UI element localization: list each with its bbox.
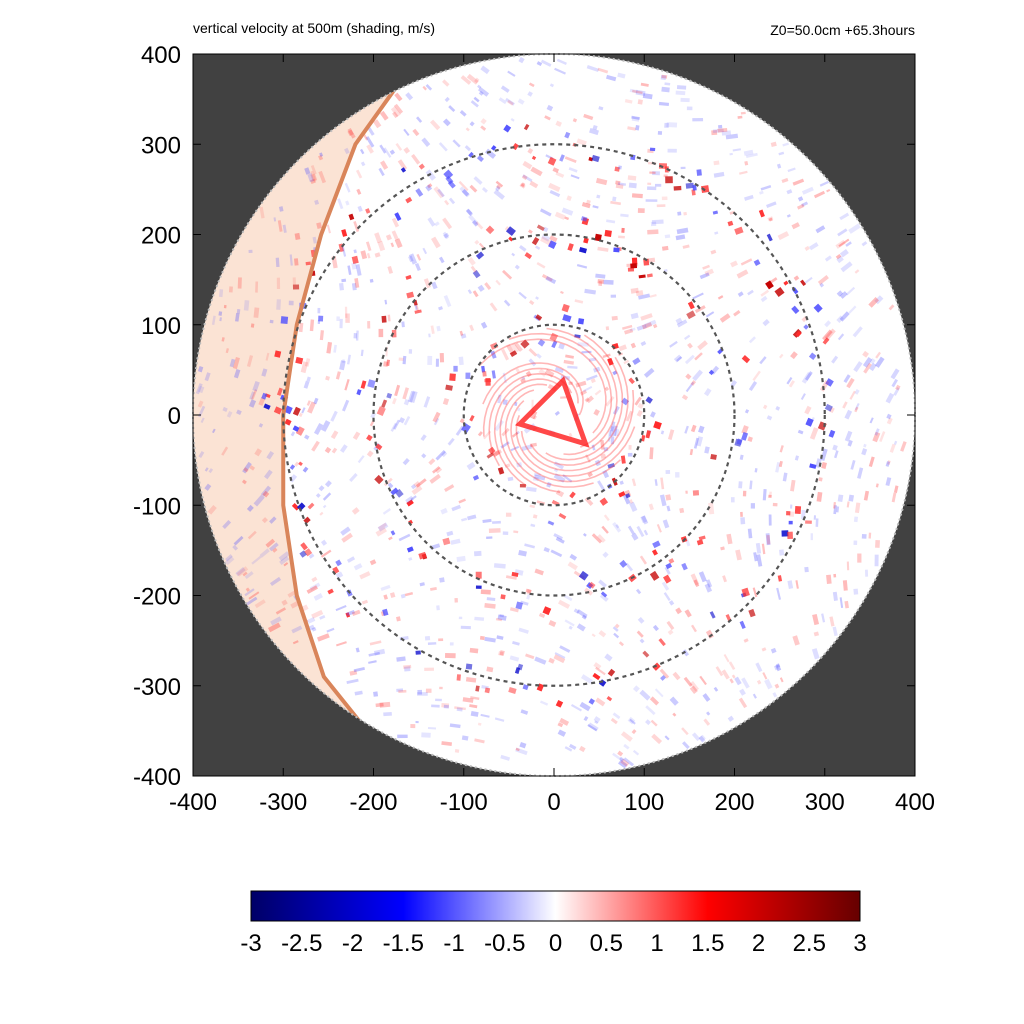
colorbar-tick-label: 1.5: [691, 930, 724, 957]
colorbar-tick-label: 1: [650, 930, 663, 957]
x-tick-label: 100: [624, 789, 664, 816]
colorbar-tick-label: 0.5: [590, 930, 623, 957]
y-tick-label: -300: [133, 674, 181, 701]
colorbar-tick-label: -3: [240, 930, 261, 957]
ring-200: [372, 233, 736, 597]
colorbar-tick-label: 0: [549, 930, 562, 957]
y-tick-label: 200: [141, 223, 181, 250]
colorbar-tick-label: 2: [752, 930, 765, 957]
ring-100: [462, 323, 646, 507]
y-tick-label: -400: [133, 764, 181, 791]
colorbar-tick-label: -0.5: [484, 930, 525, 957]
colorbar-tick-label: -2: [342, 930, 363, 957]
colorbar: -3 -2.5 -2 -1.5 -1 -0.5 0 0.5 1 1.5 2 2.5 3: [240, 890, 867, 957]
y-axis: -400 -300 -200 -100 0 100 200 300 400: [133, 42, 915, 791]
eyewall: [478, 327, 636, 493]
reference-circles: [282, 143, 826, 687]
colorbar-bar: [250, 890, 861, 922]
velocity-texture: [195, 56, 907, 769]
x-tick-label: 200: [714, 789, 754, 816]
x-axis: -400 -300 -200 -100 0 100 200 300 400: [169, 54, 935, 816]
x-tick-label: 400: [895, 789, 935, 816]
colorbar-tick-label: 3: [853, 930, 866, 957]
x-tick-label: 0: [547, 789, 560, 816]
colorbar-tick-label: 2.5: [793, 930, 826, 957]
x-tick-label: -400: [169, 789, 217, 816]
x-tick-label: 300: [805, 789, 845, 816]
colorbar-tick-label: -2.5: [281, 930, 322, 957]
x-tick-label: -300: [259, 789, 307, 816]
chart-title: vertical velocity at 500m (shading, m/s): [193, 20, 435, 36]
y-tick-label: 400: [141, 42, 181, 69]
y-tick-label: -100: [133, 493, 181, 520]
y-tick-label: 100: [141, 313, 181, 340]
y-tick-label: -200: [133, 584, 181, 611]
y-tick-label: 0: [168, 403, 181, 430]
chart-subtitle: Z0=50.0cm +65.3hours: [770, 22, 915, 38]
x-tick-label: -100: [440, 789, 488, 816]
x-tick-label: -200: [349, 789, 397, 816]
ring-300: [282, 143, 826, 687]
colorbar-tick-label: -1: [443, 930, 464, 957]
domain-disk: [193, 54, 915, 776]
y-tick-label: 300: [141, 132, 181, 159]
colorbar-tick-label: -1.5: [383, 930, 424, 957]
